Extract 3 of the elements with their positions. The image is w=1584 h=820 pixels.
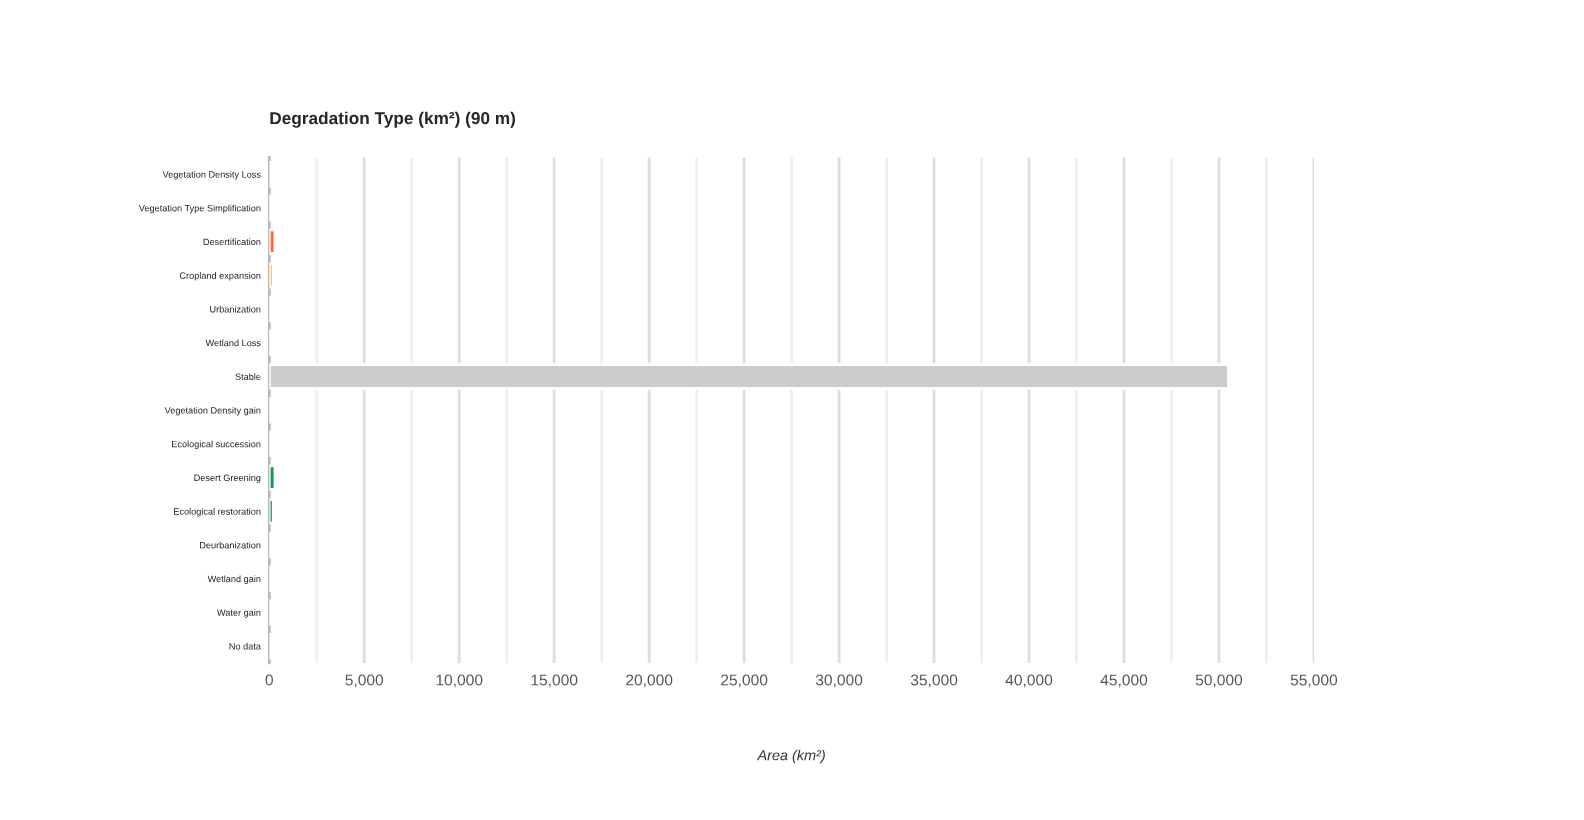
chart-title: Degradation Type (km²) (90 m): [270, 111, 515, 128]
bar: [269, 363, 1230, 390]
bar: [269, 464, 277, 491]
